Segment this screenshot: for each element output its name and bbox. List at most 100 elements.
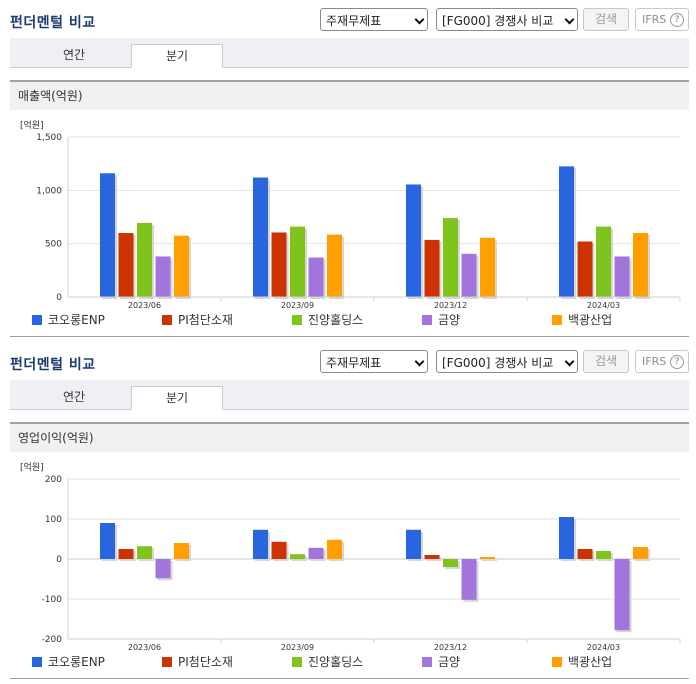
compare-select-value: [FG000] 경쟁사 비교 (442, 356, 554, 370)
unit-label: [억원] (20, 119, 44, 131)
legend-label: PI첨단소재 (178, 655, 233, 669)
ifrs-button[interactable]: IFRS? (635, 350, 689, 373)
bar-4 (155, 256, 171, 297)
legend-label: 백광산업 (568, 313, 613, 327)
legend-item[interactable]: 코오롱ENP (32, 312, 105, 328)
y-tick-label: 500 (45, 240, 62, 250)
x-tick-label: 2024/03 (587, 643, 620, 652)
bar-3 (443, 559, 458, 567)
x-tick-label: 2023/06 (128, 643, 161, 652)
statement-select-value: 주재무제표 (326, 356, 382, 370)
statement-select-value: 주재무제표 (326, 14, 382, 28)
legend-item[interactable]: 진양홀딩스 (292, 654, 363, 670)
legend-item[interactable]: 금양 (422, 654, 460, 670)
bar-2 (271, 541, 287, 559)
compare-select[interactable]: [FG000] 경쟁사 비교 (436, 8, 578, 31)
bar-1 (100, 173, 115, 297)
legend-item[interactable]: 백광산업 (552, 654, 612, 670)
legend-swatch (552, 315, 562, 325)
unit-label: [억원] (20, 461, 44, 473)
chevron-down-icon (414, 356, 425, 367)
bar-1 (559, 166, 574, 297)
bar-1 (406, 529, 421, 559)
statement-select[interactable]: 주재무제표 (320, 350, 428, 373)
legend-swatch (32, 315, 42, 325)
ifrs-button[interactable]: IFRS? (635, 8, 689, 31)
bar-5 (480, 237, 495, 297)
chart-legend: 코오롱ENP PI첨단소재 진양홀딩스 금양 백광산업 (0, 654, 696, 670)
bar-3 (290, 554, 305, 559)
legend-label: 코오롱ENP (48, 655, 105, 669)
legend-item[interactable]: PI첨단소재 (162, 312, 233, 328)
legend-swatch (422, 657, 432, 667)
fundamental-panel-revenue: 펀더멘털 비교 주재무제표 [FG000] 경쟁사 비교 검색 IFRS? 연간… (10, 8, 689, 337)
legend-swatch (292, 315, 302, 325)
chevron-down-icon (564, 14, 575, 25)
revenue-bar-chart: [억원] 0 500 1,000 1,500 2023/06 2023/09 2023/12 2… (20, 119, 681, 310)
bar-2 (271, 232, 287, 297)
legend-item[interactable]: PI첨단소재 (162, 654, 233, 670)
period-tabs: 연간 분기 (10, 38, 689, 68)
section-title: 매출액(억원) (10, 80, 689, 110)
legend-label: 진양홀딩스 (308, 655, 364, 669)
legend-item[interactable]: 백광산업 (552, 312, 612, 328)
search-button[interactable]: 검색 (583, 350, 629, 373)
bar-4 (461, 253, 477, 297)
legend-swatch (162, 657, 172, 667)
bar-4 (614, 559, 630, 631)
bar-3 (596, 551, 611, 559)
help-icon[interactable]: ? (670, 355, 684, 369)
legend-item[interactable]: 금양 (422, 312, 460, 328)
bar-shadow (482, 559, 497, 561)
tab-annual[interactable]: 연간 (62, 48, 86, 62)
x-tick-label: 2023/09 (281, 301, 314, 310)
panel-title: 펀더멘털 비교 (10, 357, 96, 373)
bar-3 (290, 226, 305, 297)
tab-annual[interactable]: 연간 (62, 390, 86, 404)
y-tick-label: -100 (42, 595, 63, 605)
statement-select[interactable]: 주재무제표 (320, 8, 428, 31)
y-tick-label: 1,000 (36, 186, 62, 196)
bar-1 (406, 184, 421, 297)
legend-item[interactable]: 진양홀딩스 (292, 312, 363, 328)
bar-4 (308, 257, 324, 297)
ifrs-label: IFRS (642, 13, 667, 26)
legend-swatch (292, 657, 302, 667)
legend-label: 금양 (438, 313, 461, 327)
legend-label: 진양홀딩스 (308, 313, 364, 327)
y-tick-label: 0 (56, 555, 62, 565)
legend-swatch (422, 315, 432, 325)
bar-2 (118, 549, 134, 559)
fundamental-panel-operating-profit: 펀더멘털 비교 주재무제표 [FG000] 경쟁사 비교 검색 IFRS? 연간… (0, 342, 696, 684)
y-tick-label: 100 (45, 515, 62, 525)
bar-2 (424, 239, 440, 297)
bar-1 (253, 177, 268, 297)
bar-2 (424, 555, 440, 559)
help-icon[interactable]: ? (670, 13, 684, 27)
chevron-down-icon (564, 356, 575, 367)
bar-3 (596, 226, 611, 297)
tab-quarterly[interactable]: 분기 (131, 386, 223, 410)
x-tick-label: 2023/12 (434, 301, 467, 310)
panel-title: 펀더멘털 비교 (10, 15, 96, 31)
bar-1 (100, 523, 115, 559)
bar-4 (614, 256, 630, 297)
bar-2 (118, 233, 134, 297)
compare-select[interactable]: [FG000] 경쟁사 비교 (436, 350, 578, 373)
bar-4 (308, 547, 324, 559)
bar-3 (443, 218, 458, 297)
x-tick-label: 2023/06 (128, 301, 161, 310)
bar-4 (155, 559, 171, 579)
search-button[interactable]: 검색 (583, 8, 629, 31)
divider (10, 336, 689, 337)
bar-5 (327, 234, 342, 297)
period-tabs: 연간 분기 (10, 380, 689, 410)
legend-label: 금양 (438, 655, 461, 669)
legend-item[interactable]: 코오롱ENP (32, 654, 105, 670)
y-tick-label: 200 (45, 475, 62, 485)
tab-quarterly[interactable]: 분기 (131, 44, 223, 68)
chevron-down-icon (414, 14, 425, 25)
bar-5 (633, 233, 648, 297)
x-tick-label: 2023/12 (434, 643, 467, 652)
bar-3 (137, 546, 152, 559)
